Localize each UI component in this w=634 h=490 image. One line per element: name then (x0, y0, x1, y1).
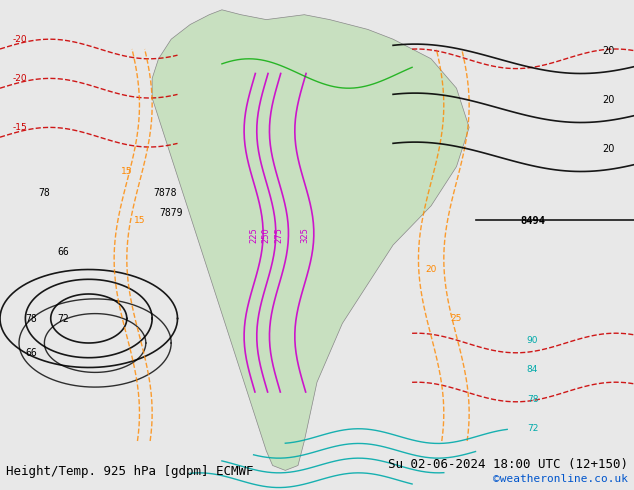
Text: 15: 15 (134, 216, 145, 225)
Text: 275: 275 (275, 227, 283, 243)
Text: 84: 84 (527, 366, 538, 374)
Text: ©weatheronline.co.uk: ©weatheronline.co.uk (493, 474, 628, 484)
Text: 78: 78 (26, 314, 37, 323)
Text: Height/Temp. 925 hPa [gdpm] ECMWF: Height/Temp. 925 hPa [gdpm] ECMWF (6, 465, 254, 478)
Text: 90: 90 (527, 336, 538, 345)
Text: 20: 20 (602, 144, 615, 154)
Text: 66: 66 (58, 247, 69, 257)
Text: 325: 325 (300, 227, 309, 243)
Text: 7878: 7878 (153, 188, 177, 198)
Text: 225: 225 (249, 227, 258, 243)
Text: 72: 72 (527, 424, 538, 433)
Text: 15: 15 (121, 167, 133, 176)
Text: 78: 78 (39, 188, 50, 198)
Text: 20: 20 (425, 265, 437, 274)
Text: -20: -20 (13, 74, 27, 83)
Text: 250: 250 (262, 227, 271, 243)
Text: 72: 72 (58, 314, 69, 323)
Text: 78: 78 (527, 395, 538, 404)
Text: 7879: 7879 (159, 208, 183, 218)
Text: 8494: 8494 (520, 216, 545, 225)
Text: 20: 20 (602, 46, 615, 56)
Text: 25: 25 (451, 314, 462, 323)
Text: 66: 66 (26, 348, 37, 358)
Text: -20: -20 (13, 35, 27, 44)
Polygon shape (152, 10, 469, 470)
Text: -15: -15 (13, 123, 27, 132)
Text: Su 02-06-2024 18:00 UTC (12+150): Su 02-06-2024 18:00 UTC (12+150) (387, 458, 628, 471)
Text: 20: 20 (602, 95, 615, 105)
